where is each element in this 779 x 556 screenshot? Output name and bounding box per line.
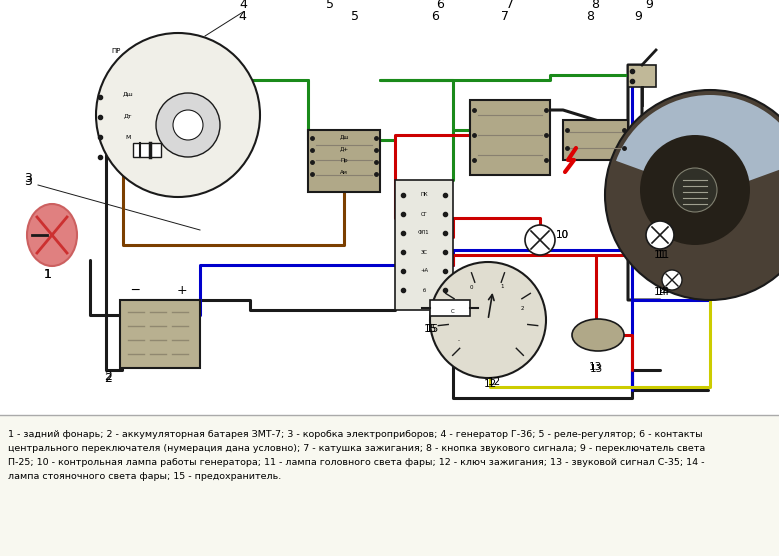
Bar bbox=[470, 100, 550, 175]
Text: 12: 12 bbox=[488, 377, 501, 387]
Text: 3: 3 bbox=[24, 172, 32, 185]
Text: ФЛ1: ФЛ1 bbox=[418, 231, 430, 236]
Text: 11: 11 bbox=[657, 250, 670, 260]
Text: Дт: Дт bbox=[124, 113, 132, 118]
Text: 4: 4 bbox=[238, 10, 246, 23]
Text: 15: 15 bbox=[423, 324, 436, 334]
Text: 10: 10 bbox=[556, 230, 569, 240]
Text: 1 - задний фонарь; 2 - аккумуляторная батарея ЗМТ-7; 3 - коробка электроприборов: 1 - задний фонарь; 2 - аккумуляторная ба… bbox=[8, 430, 703, 439]
Text: 13: 13 bbox=[590, 364, 603, 374]
Text: 3: 3 bbox=[24, 175, 32, 188]
Text: М: М bbox=[125, 135, 131, 140]
Ellipse shape bbox=[572, 319, 624, 351]
Wedge shape bbox=[616, 95, 779, 195]
Text: 10: 10 bbox=[556, 230, 569, 240]
Text: 5: 5 bbox=[351, 10, 359, 23]
Text: 2: 2 bbox=[104, 372, 112, 385]
Text: 1: 1 bbox=[44, 268, 52, 281]
Bar bbox=[395, 180, 453, 310]
Text: лампа стояночного света фары; 15 - предохранитель.: лампа стояночного света фары; 15 - предо… bbox=[8, 472, 281, 481]
Text: ПК: ПК bbox=[420, 192, 428, 197]
Text: 5: 5 bbox=[326, 0, 334, 11]
Text: 2: 2 bbox=[104, 370, 112, 383]
Circle shape bbox=[640, 135, 750, 245]
Text: 8: 8 bbox=[591, 0, 599, 11]
Text: Дш: Дш bbox=[122, 91, 133, 96]
Circle shape bbox=[646, 221, 674, 249]
Text: 11: 11 bbox=[654, 250, 667, 260]
Text: Дш: Дш bbox=[340, 134, 349, 139]
Bar bbox=[308, 130, 380, 192]
Text: 13: 13 bbox=[588, 362, 601, 372]
Bar bbox=[0, 0, 779, 415]
Text: СГ: СГ bbox=[421, 211, 428, 216]
Text: 12: 12 bbox=[484, 379, 497, 389]
Text: 2: 2 bbox=[520, 306, 524, 311]
Text: 0: 0 bbox=[470, 285, 474, 290]
Text: 8: 8 bbox=[586, 10, 594, 23]
Text: 1: 1 bbox=[44, 268, 52, 281]
Bar bbox=[563, 120, 628, 160]
Text: ─: ─ bbox=[131, 284, 139, 297]
Bar bbox=[430, 300, 470, 316]
Circle shape bbox=[662, 270, 682, 290]
Circle shape bbox=[673, 168, 717, 212]
Text: +: + bbox=[177, 284, 187, 297]
Circle shape bbox=[430, 262, 546, 378]
Text: 9: 9 bbox=[645, 0, 653, 11]
Ellipse shape bbox=[27, 204, 77, 266]
Text: 14: 14 bbox=[654, 287, 667, 297]
Bar bbox=[628, 65, 656, 87]
Text: +А: +А bbox=[420, 269, 428, 274]
Text: Пр: Пр bbox=[340, 158, 347, 163]
Text: 4: 4 bbox=[239, 0, 247, 11]
Text: -: - bbox=[458, 339, 460, 344]
Bar bbox=[133, 143, 161, 157]
Circle shape bbox=[96, 33, 260, 197]
Circle shape bbox=[525, 225, 555, 255]
Circle shape bbox=[605, 90, 779, 300]
Text: 1: 1 bbox=[500, 284, 503, 289]
Text: 6: 6 bbox=[436, 0, 444, 11]
Text: 15: 15 bbox=[425, 324, 439, 334]
Text: 7: 7 bbox=[506, 0, 514, 11]
Text: ПР: ПР bbox=[111, 48, 121, 54]
Text: ЗС: ЗС bbox=[421, 250, 428, 255]
Text: центрального переключателя (нумерация дана условно); 7 - катушка зажигания; 8 - : центрального переключателя (нумерация да… bbox=[8, 444, 705, 453]
Text: 7: 7 bbox=[501, 10, 509, 23]
Text: С: С bbox=[451, 309, 455, 314]
Text: 9: 9 bbox=[634, 10, 642, 23]
Circle shape bbox=[173, 110, 203, 140]
Text: Ам: Ам bbox=[340, 170, 348, 175]
Text: 14: 14 bbox=[657, 287, 670, 297]
Text: б: б bbox=[422, 287, 425, 292]
Bar bbox=[120, 300, 200, 368]
Text: П-25; 10 - контрольная лампа работы генератора; 11 - лампа головного света фары;: П-25; 10 - контрольная лампа работы гене… bbox=[8, 458, 704, 467]
Circle shape bbox=[156, 93, 220, 157]
Text: 6: 6 bbox=[431, 10, 439, 23]
Text: Д+: Д+ bbox=[340, 146, 348, 151]
